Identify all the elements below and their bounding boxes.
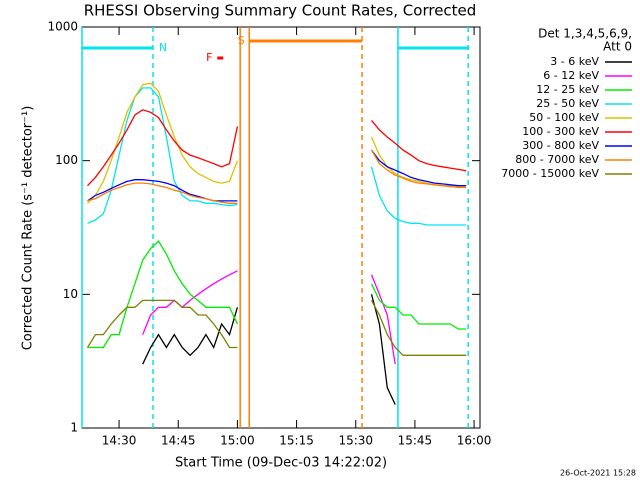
x-tick-label: 14:45 — [161, 434, 196, 448]
legend-label: 3 - 6 keV — [550, 55, 599, 68]
flag-label: N — [159, 41, 167, 54]
x-tick-label: 14:30 — [102, 434, 137, 448]
legend-title: Att 0 — [603, 40, 632, 54]
series-line — [87, 240, 467, 349]
y-tick-label: 100 — [55, 153, 78, 167]
legend-label: 12 - 25 keV — [536, 83, 599, 96]
x-tick-label: 15:45 — [398, 434, 433, 448]
legend-label: 7000 - 15000 keV — [501, 167, 599, 180]
y-tick-label: 1000 — [47, 20, 78, 34]
legend-label: 25 - 50 keV — [536, 97, 599, 110]
x-tick-label: 15:00 — [220, 434, 255, 448]
x-tick-label: 15:15 — [279, 434, 314, 448]
series-line — [87, 109, 467, 187]
legend-title: Det 1,3,4,5,6,9, — [538, 27, 632, 41]
series-line — [87, 82, 467, 204]
series-line — [87, 149, 467, 204]
y-axis-label: Corrected Count Rate (s⁻¹ detector⁻¹) — [21, 106, 36, 351]
footer: 26-Oct-2021 15:28 — [560, 469, 636, 478]
series-line — [87, 149, 467, 202]
flag-label: S — [238, 34, 245, 47]
y-tick-label: 10 — [63, 287, 78, 301]
legend-label: 800 - 7000 keV — [515, 153, 599, 166]
legend-label: 300 - 800 keV — [522, 139, 599, 152]
y-tick-label: 1 — [70, 421, 78, 435]
chart-title: RHESSI Observing Summary Count Rates, Co… — [84, 2, 477, 20]
series-line — [142, 270, 396, 365]
x-axis-label: Start Time (09-Dec-03 14:22:02) — [175, 456, 387, 471]
legend-label: 100 - 300 keV — [522, 125, 599, 138]
series-line — [142, 294, 396, 405]
legend-label: 50 - 100 keV — [529, 111, 599, 124]
flag-label: F — [206, 51, 212, 64]
x-tick-label: 16:00 — [457, 434, 492, 448]
series-line — [86, 299, 467, 356]
x-tick-label: 15:30 — [338, 434, 373, 448]
legend-label: 6 - 12 keV — [543, 69, 599, 82]
series-line — [87, 87, 467, 226]
